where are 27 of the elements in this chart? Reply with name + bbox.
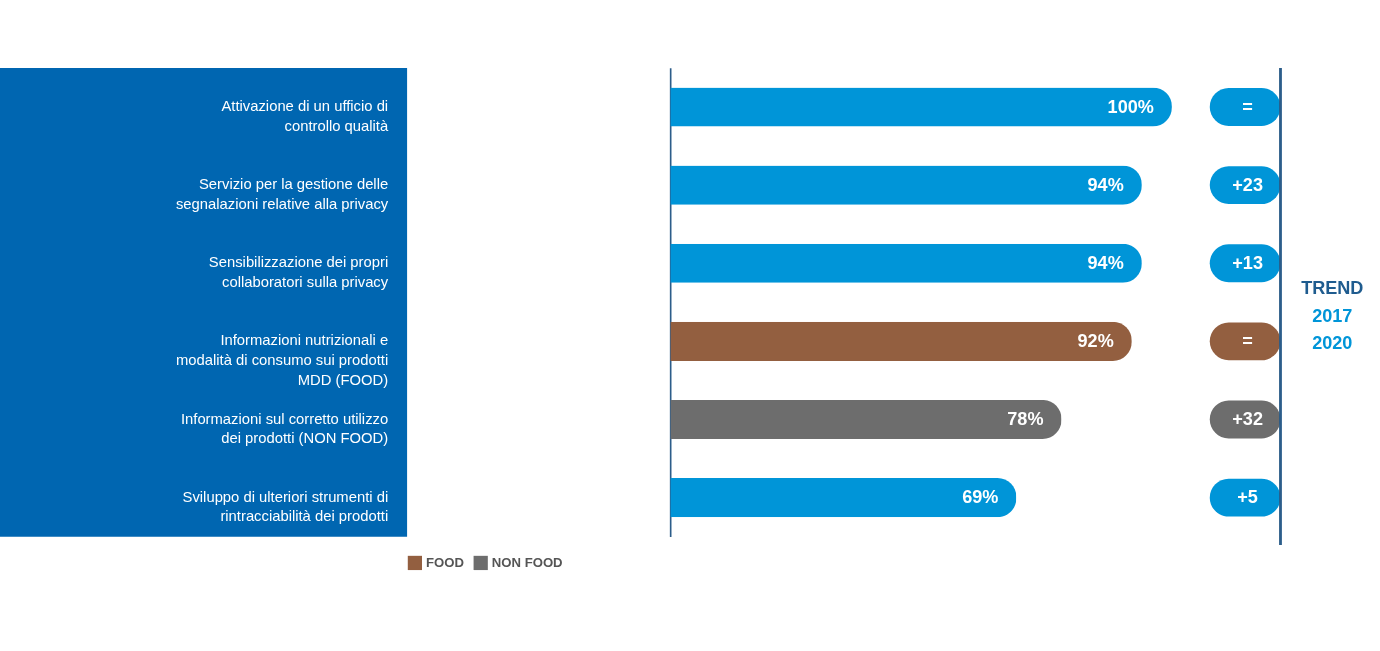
y-tick-label: Informazioni sul corretto utilizzo dei prodotti (NON FOOD) — [180, 410, 389, 447]
bar — [670, 87, 1172, 127]
text: +32 — [1232, 409, 1263, 430]
y-tick-label: Informazioni nutrizionali e modalità di consumo sui prodotti MDD (FOOD) — [175, 332, 389, 388]
bar — [670, 399, 1062, 440]
text: = — [1242, 331, 1253, 352]
bar — [670, 478, 1017, 518]
data-label: 78% — [1007, 409, 1044, 430]
y-tick-label: Sviluppo di ulteriori strumenti di rintracciabilità dei prodotti — [182, 488, 389, 525]
y-tick-label: Sensibilizzazione dei propri collaboratori sulla privacy — [208, 254, 389, 291]
data-label: 100% — [1107, 96, 1154, 117]
text: +5 — [1237, 487, 1258, 508]
data-label: 94% — [1087, 174, 1124, 195]
y-tick-label: Servizio per la gestione delle segnalazioni relative alla privacy — [175, 176, 389, 212]
text: +13 — [1232, 253, 1263, 273]
data-label: 69% — [962, 487, 999, 508]
data-label: 94% — [1087, 253, 1124, 273]
data-label: 92% — [1077, 331, 1114, 352]
text: TREND 2017 2020 — [1301, 278, 1364, 354]
bar — [670, 243, 1142, 283]
text: +23 — [1232, 174, 1263, 195]
legend-label: NON FOOD — [491, 555, 563, 571]
bar — [670, 165, 1142, 205]
legend-label: FOOD — [426, 555, 464, 571]
y-tick-label: Attivazione di un ufficio di controllo qualità — [221, 98, 389, 134]
text: = — [1242, 96, 1253, 117]
bar — [670, 321, 1132, 361]
